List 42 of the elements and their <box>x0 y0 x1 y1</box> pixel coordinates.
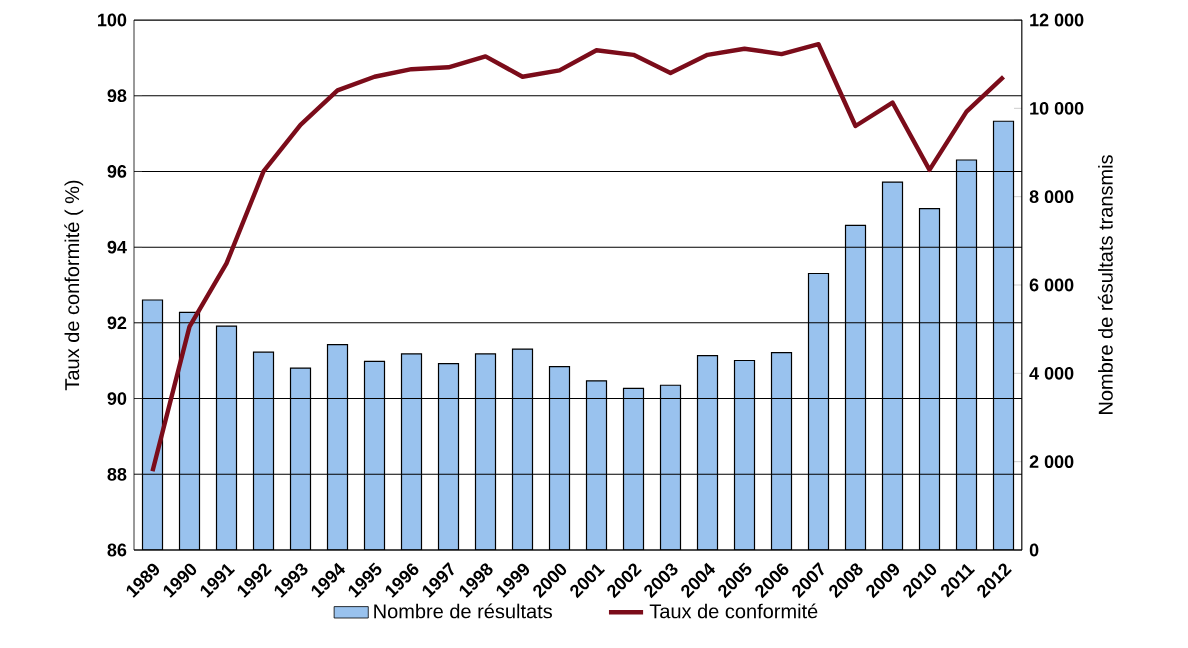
bar <box>844 224 867 550</box>
bar <box>807 272 830 550</box>
y-tick-label: 90 <box>107 392 127 405</box>
y-tick-label: 86 <box>107 543 127 557</box>
legend-label: Taux de conformité <box>649 603 818 619</box>
bar <box>326 344 349 550</box>
y-tick-label: 100 <box>98 13 127 27</box>
y-tick-label: 96 <box>107 165 127 178</box>
bar <box>474 353 497 550</box>
bar <box>400 353 423 550</box>
bar <box>955 159 978 550</box>
bar <box>733 359 756 550</box>
bar <box>659 384 682 550</box>
legend-label: Nombre de résultats <box>374 603 552 619</box>
y2-tick-label: 4 000 <box>1029 366 1074 380</box>
bar <box>585 380 608 550</box>
bar <box>918 207 941 550</box>
bar <box>289 367 312 550</box>
y2-tick-label: 10 000 <box>1030 101 1084 115</box>
bar <box>511 348 534 550</box>
bar <box>770 351 793 550</box>
y2-tick-label: 6 000 <box>1029 278 1074 292</box>
bar <box>548 366 571 550</box>
bar <box>622 387 645 550</box>
y2-axis-title: Nombre de résultats transmis <box>1097 155 1113 414</box>
bar <box>437 363 460 550</box>
line-series <box>150 42 1006 474</box>
bar <box>881 181 904 550</box>
y2-tick-label: 0 <box>1029 543 1039 557</box>
bar <box>215 325 238 550</box>
y-tick-label: 94 <box>107 240 127 254</box>
y-tick-label: 92 <box>107 316 127 330</box>
y-tick-label: 98 <box>107 89 127 103</box>
bar <box>992 120 1015 550</box>
bar <box>696 355 719 550</box>
bar <box>252 351 275 550</box>
y-tick-label: 88 <box>107 467 127 481</box>
bar <box>363 360 386 550</box>
y2-tick-label: 12 000 <box>1030 13 1084 27</box>
y2-tick-label: 2 000 <box>1029 455 1074 469</box>
y-axis-title: Taux de conformité ( %) <box>64 180 84 391</box>
y2-tick-label: 8 000 <box>1029 190 1074 204</box>
